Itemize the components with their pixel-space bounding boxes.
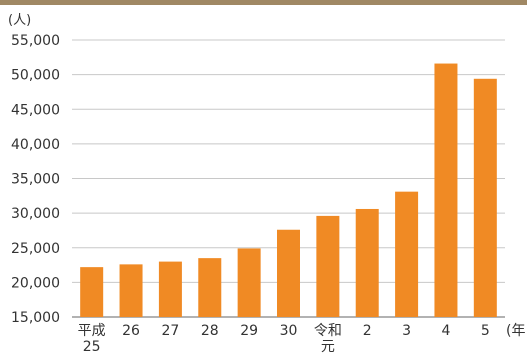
x-tick-label: 5: [481, 323, 490, 339]
x-tick-label: 25: [83, 339, 101, 354]
y-tick-label: 20,000: [11, 275, 60, 291]
x-tick-label: 26: [122, 323, 140, 339]
y-tick-label: 50,000: [11, 68, 60, 84]
bar: [158, 261, 182, 317]
bar: [355, 208, 379, 317]
x-tick-label: 3: [402, 323, 411, 339]
x-tick-label: 4: [441, 323, 450, 339]
x-tick-label: 平成: [78, 323, 106, 339]
x-tick-label: 元: [321, 339, 335, 354]
x-axis-unit: (年: [506, 323, 525, 339]
y-tick-label: 55,000: [11, 33, 60, 49]
bar: [198, 258, 222, 317]
bar: [395, 191, 419, 317]
bar: [434, 63, 458, 317]
y-tick-labels: 15,000 20,000 25,000 30,000 35,000 40,000 45,0…: [11, 33, 60, 326]
x-tick-label: 28: [201, 323, 219, 339]
bar: [316, 215, 340, 317]
bars: [80, 63, 497, 317]
x-tick-label: 2: [363, 323, 372, 339]
y-axis-unit: (人): [8, 13, 31, 28]
y-tick-label: 40,000: [11, 137, 60, 153]
x-tick-label: 30: [280, 323, 298, 339]
y-tick-label: 35,000: [11, 172, 60, 188]
y-tick-label: 15,000: [11, 310, 60, 326]
x-tick-label: 27: [161, 323, 179, 339]
y-tick-label: 45,000: [11, 102, 60, 118]
bar: [119, 264, 143, 317]
header-accent-bar: [0, 0, 527, 5]
bar: [473, 78, 497, 317]
bar: [277, 229, 300, 317]
y-tick-label: 25,000: [11, 241, 60, 257]
x-tick-label: 29: [240, 323, 258, 339]
gridlines: [72, 39, 505, 318]
y-tick-label: 30,000: [11, 206, 60, 222]
bar: [80, 267, 104, 317]
x-tick-label: 令和: [314, 323, 342, 339]
bar: [237, 248, 261, 317]
